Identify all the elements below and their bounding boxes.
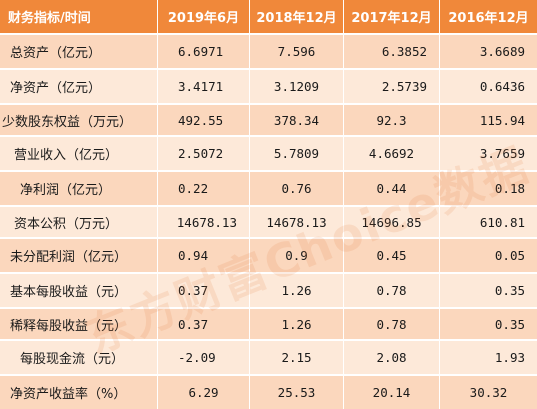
table-cell: 492.55 xyxy=(158,105,250,135)
table-cell: 115.94 xyxy=(440,105,537,135)
table-cell: 0.45 xyxy=(344,239,440,272)
table-cell: 3.1209 xyxy=(250,70,344,103)
table-cell: 6.29 xyxy=(158,376,250,409)
table-cell: 30.32 xyxy=(440,376,537,409)
table-cell: 0.94 xyxy=(158,239,250,272)
header-cell-2016-12: 2016年12月 xyxy=(440,0,537,33)
row-label-minority-interest: 少数股东权益（万元） xyxy=(0,105,158,135)
row-label-roe: 净资产收益率（%） xyxy=(0,376,158,409)
row-label-basic-eps: 基本每股收益（元） xyxy=(0,274,158,307)
table-cell: 610.81 xyxy=(440,207,537,237)
table-cell: 14696.85 xyxy=(344,207,440,237)
row-label-total-assets: 总资产（亿元） xyxy=(0,35,158,68)
table-cell: 25.53 xyxy=(250,376,344,409)
table-cell: 0.9 xyxy=(250,239,344,272)
table-cell: 7.596 xyxy=(250,35,344,68)
table-cell: 0.18 xyxy=(440,172,537,205)
table-cell: 0.22 xyxy=(158,172,250,205)
table-cell: 14678.13 xyxy=(158,207,250,237)
table-cell: 2.5072 xyxy=(158,137,250,170)
table-cell: 5.7809 xyxy=(250,137,344,170)
table-cell: 20.14 xyxy=(344,376,440,409)
row-label-revenue: 营业收入（亿元） xyxy=(0,137,158,170)
table-cell: 0.05 xyxy=(440,239,537,272)
row-label-net-profit: 净利润（亿元） xyxy=(0,172,158,205)
header-cell-2019-06: 2019年6月 xyxy=(158,0,250,33)
table-cell: 2.5739 xyxy=(344,70,440,103)
table-cell: 92.3 xyxy=(344,105,440,135)
table-cell: 3.6689 xyxy=(440,35,537,68)
table-cell: 378.34 xyxy=(250,105,344,135)
row-label-capital-reserve: 资本公积（万元） xyxy=(0,207,158,237)
table-cell: 0.6436 xyxy=(440,70,537,103)
row-label-cash-flow-per-share: 每股现金流（元） xyxy=(0,341,158,374)
table-cell: -2.09 xyxy=(158,341,250,374)
table-cell: 3.4171 xyxy=(158,70,250,103)
table-cell: 1.93 xyxy=(440,341,537,374)
table-cell: 0.78 xyxy=(344,309,440,339)
row-label-undistributed-profit: 未分配利润（亿元） xyxy=(0,239,158,272)
table-cell: 0.44 xyxy=(344,172,440,205)
table-cell: 3.7659 xyxy=(440,137,537,170)
row-label-diluted-eps: 稀释每股收益（元） xyxy=(0,309,158,339)
table-cell: 14678.13 xyxy=(250,207,344,237)
table-cell: 4.6692 xyxy=(344,137,440,170)
table-cell: 0.76 xyxy=(250,172,344,205)
table-cell: 0.35 xyxy=(440,309,537,339)
row-label-net-assets: 净资产（亿元） xyxy=(0,70,158,103)
table-cell: 6.3852 xyxy=(344,35,440,68)
header-cell-indicator: 财务指标/时间 xyxy=(0,0,158,33)
table-cell: 0.35 xyxy=(440,274,537,307)
table-cell: 1.26 xyxy=(250,274,344,307)
table-cell: 0.37 xyxy=(158,309,250,339)
table-cell: 2.08 xyxy=(344,341,440,374)
table-cell: 0.78 xyxy=(344,274,440,307)
header-cell-2018-12: 2018年12月 xyxy=(250,0,344,33)
header-cell-2017-12: 2017年12月 xyxy=(344,0,440,33)
table-cell: 2.15 xyxy=(250,341,344,374)
table-cell: 0.37 xyxy=(158,274,250,307)
table-cell: 1.26 xyxy=(250,309,344,339)
table-cell: 6.6971 xyxy=(158,35,250,68)
